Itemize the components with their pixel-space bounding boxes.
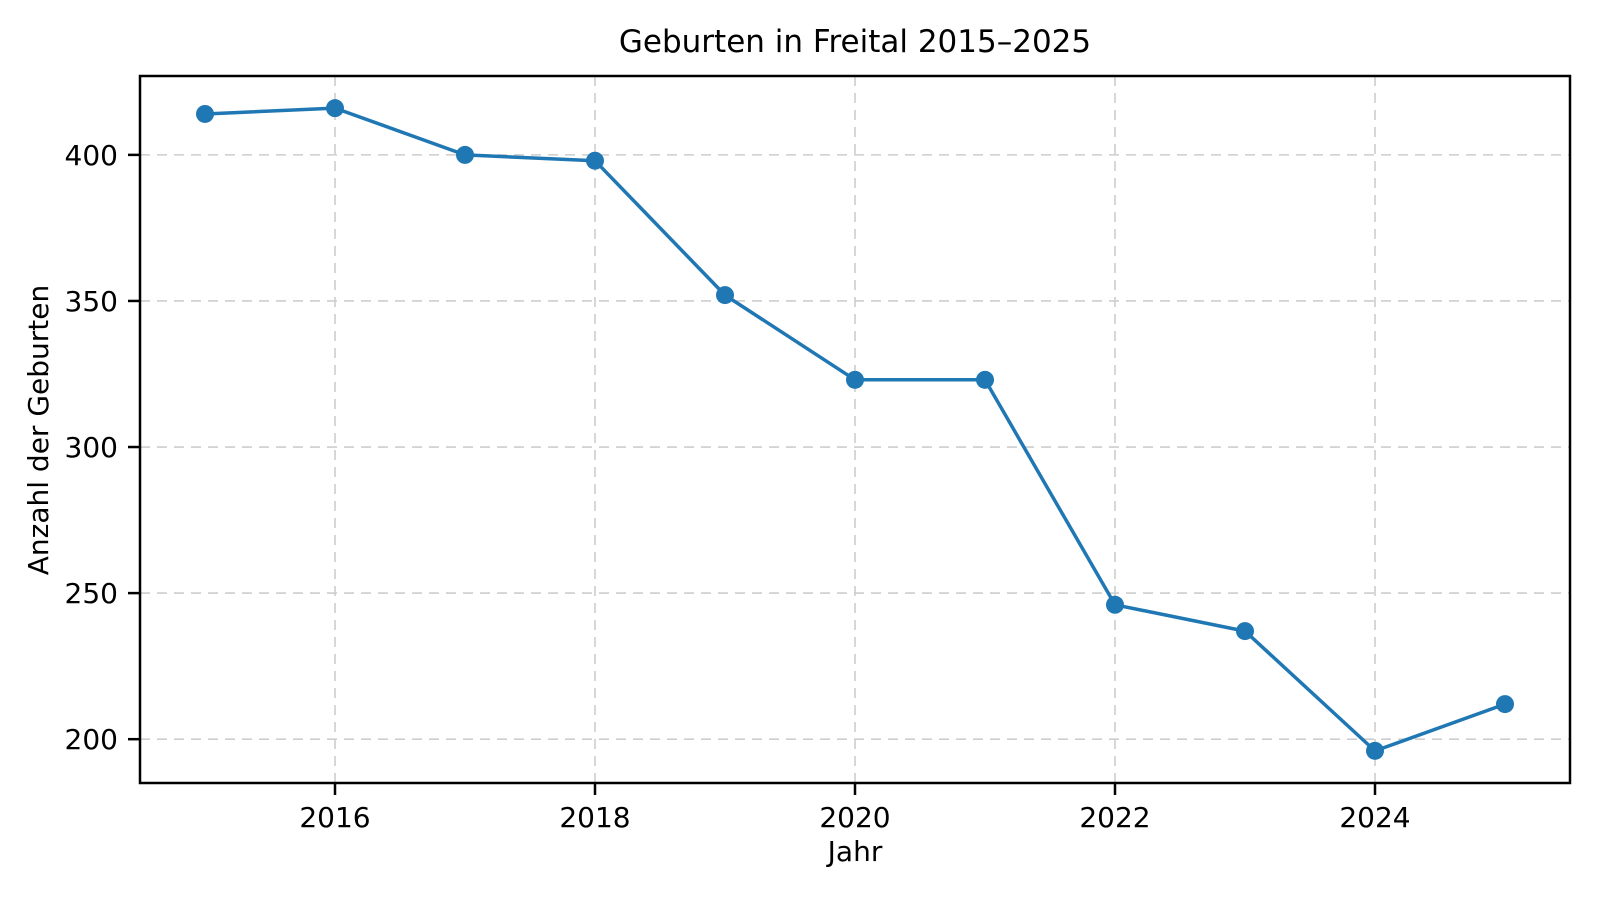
y-axis-title: Anzahl der Geburten [22, 285, 55, 576]
data-point [196, 104, 214, 123]
data-point [976, 370, 994, 389]
data-point [1366, 741, 1384, 760]
y-tick-label: 350 [65, 285, 118, 318]
data-points [196, 99, 1514, 760]
chart-title: Geburten in Freital 2015–2025 [619, 24, 1091, 60]
data-point [586, 151, 604, 170]
y-tick-label: 200 [65, 723, 118, 756]
x-axis-title: Jahr [826, 835, 883, 868]
data-point [716, 286, 734, 305]
x-tick-label: 2022 [1079, 801, 1150, 834]
x-tick-label: 2018 [559, 801, 630, 834]
tick-marks [128, 153, 1377, 795]
y-tick-label: 300 [65, 431, 118, 464]
data-point [1496, 695, 1514, 714]
data-point [1236, 622, 1254, 641]
x-tick-label: 2020 [819, 801, 890, 834]
gridlines [140, 76, 1570, 783]
data-point [1106, 595, 1124, 614]
x-tick-label: 2024 [1339, 801, 1410, 834]
data-point [846, 370, 864, 389]
y-tick-label: 250 [65, 577, 118, 610]
tick-labels: 200 250 300 350 400 2016 2018 2020 2022 2024 [65, 139, 1411, 834]
x-tick-label: 2016 [299, 801, 370, 834]
y-tick-label: 400 [65, 139, 118, 172]
data-point [326, 99, 344, 118]
data-point [456, 145, 474, 164]
